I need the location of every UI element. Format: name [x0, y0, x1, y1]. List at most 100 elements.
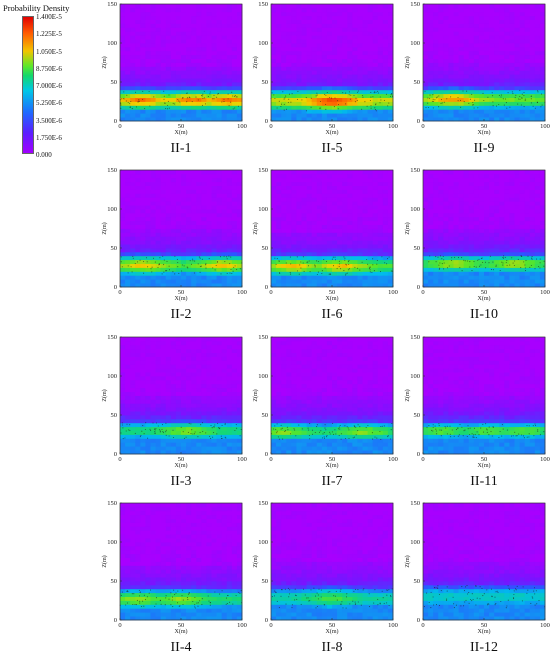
heatmap-cell [540, 232, 545, 236]
heatmap-cell [484, 197, 489, 201]
heatmap-cell [296, 74, 301, 78]
heatmap-cell [212, 70, 217, 74]
heatmap-cell [423, 232, 428, 236]
heatmap-cell [302, 27, 307, 31]
heatmap-cell [443, 47, 448, 51]
heatmap-cell [520, 55, 525, 59]
particle-dot [544, 261, 545, 262]
heatmap-cell [352, 86, 357, 90]
heatmap-cell [423, 279, 428, 283]
heatmap-cell [156, 229, 161, 233]
heatmap-cell [271, 271, 276, 275]
heatmap-cell [368, 232, 373, 236]
heatmap-cell [227, 66, 232, 70]
heatmap-cell [222, 186, 227, 190]
heatmap-cell [296, 182, 301, 186]
heatmap-cell [388, 213, 393, 217]
heatmap-cell [378, 225, 383, 229]
heatmap-cell [363, 190, 368, 194]
heatmap-cell [222, 268, 227, 272]
heatmap-cell [479, 174, 484, 178]
heatmap-cell [281, 86, 286, 90]
particle-dot [299, 264, 300, 265]
heatmap-cell [484, 66, 489, 70]
particle-dot [192, 259, 193, 260]
heatmap-cell [276, 174, 281, 178]
heatmap-cell [181, 197, 186, 201]
heatmap-cell [368, 27, 373, 31]
heatmap-cell [448, 51, 453, 55]
heatmap-cell [494, 24, 499, 28]
heatmap-cell [443, 182, 448, 186]
heatmap-cell [342, 170, 347, 174]
colorbar-tick-label: 1.050E-5 [36, 48, 62, 56]
heatmap-cell [286, 260, 291, 264]
heatmap-cell [383, 205, 388, 209]
heatmap-cell [307, 8, 312, 12]
particle-dot [316, 93, 317, 94]
heatmap-cell [423, 248, 428, 252]
heatmap-cell [307, 201, 312, 205]
heatmap-cell [474, 94, 479, 98]
heatmap-cell [201, 221, 206, 225]
heatmap-cell [479, 35, 484, 39]
heatmap-cell [509, 78, 514, 82]
particle-dot [120, 108, 121, 109]
heatmap-cell [125, 213, 130, 217]
heatmap-cell [459, 27, 464, 31]
heatmap-cell [196, 271, 201, 275]
heatmap-cell [515, 170, 520, 174]
heatmap-cell [459, 66, 464, 70]
heatmap-cell [317, 12, 322, 16]
heatmap-cell [317, 244, 322, 248]
heatmap-cell [237, 74, 242, 78]
heatmap-cell [201, 70, 206, 74]
heatmap-cell [232, 275, 237, 279]
heatmap-cell [196, 232, 201, 236]
heatmap-cell [443, 264, 448, 268]
heatmap-cell [201, 205, 206, 209]
particle-dot [163, 99, 164, 100]
heatmap-cell [459, 55, 464, 59]
heatmap-cell [176, 197, 181, 201]
x-tick-label: 0 [269, 289, 272, 296]
heatmap-cell [454, 59, 459, 63]
heatmap-cell [525, 35, 530, 39]
heatmap-cell [201, 201, 206, 205]
particle-dot [227, 273, 228, 274]
heatmap-cell [342, 217, 347, 221]
heatmap-cell [357, 229, 362, 233]
heatmap-cell [504, 82, 509, 86]
heatmap-cell [368, 59, 373, 63]
heatmap-cell [494, 170, 499, 174]
heatmap-cell [302, 105, 307, 109]
heatmap-cell [479, 178, 484, 182]
heatmap-cell [181, 105, 186, 109]
heatmap-cell [327, 240, 332, 244]
x-tick-label: 100 [388, 123, 398, 130]
heatmap-cell [368, 4, 373, 8]
particle-dot [164, 103, 165, 104]
heatmap-cell [515, 90, 520, 94]
heatmap-cell [191, 213, 196, 217]
heatmap-cell [196, 63, 201, 67]
heatmap-cell [291, 82, 296, 86]
particle-dot [350, 99, 351, 100]
heatmap-cell [232, 98, 237, 102]
heatmap-cell [166, 256, 171, 260]
heatmap-cell [352, 90, 357, 94]
heatmap-cell [237, 113, 242, 117]
heatmap-cell [145, 240, 150, 244]
heatmap-cell [443, 86, 448, 90]
heatmap-cell [368, 8, 373, 12]
particle-dot [224, 261, 225, 262]
heatmap-cell [296, 90, 301, 94]
particle-dot [507, 265, 508, 266]
heatmap-cell [135, 43, 140, 47]
heatmap-cell [438, 236, 443, 240]
particle-dot [374, 107, 375, 108]
heatmap-cell [499, 275, 504, 279]
heatmap-cell [156, 31, 161, 35]
heatmap-cell [135, 51, 140, 55]
heatmap-cell [232, 244, 237, 248]
